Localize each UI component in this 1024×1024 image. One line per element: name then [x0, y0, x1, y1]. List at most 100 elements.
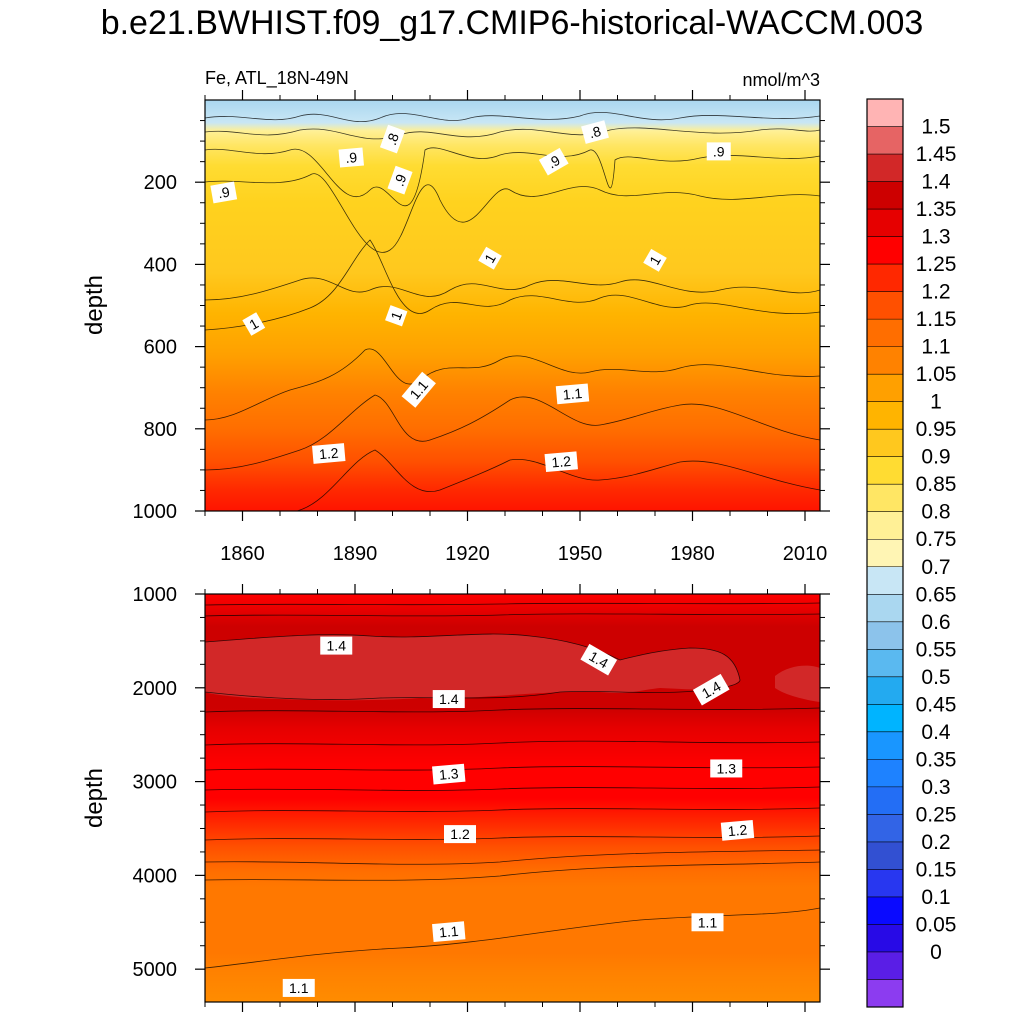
contour-label: 1.4 [320, 636, 353, 655]
colorbar-frame [866, 98, 904, 1008]
colorbar-level-label: 1.5 [921, 116, 950, 139]
x-tick-label: 1890 [333, 543, 378, 565]
colorbar-swatch [867, 979, 903, 1008]
chart-title: b.e21.BWHIST.f09_g17.CMIP6-historical-WA… [100, 4, 924, 42]
contour-label: 1 [242, 312, 266, 336]
contour-label-box [580, 643, 618, 676]
contour-label-box [387, 165, 413, 195]
colorbar-level-label: 1.45 [916, 143, 957, 166]
contour-label-box [544, 451, 578, 473]
colorbar-level-label: 0.75 [916, 528, 957, 551]
colorbar-level-label: 0.2 [921, 831, 950, 854]
contour-label: .8 [379, 124, 406, 154]
contour-label: 1.3 [710, 759, 743, 778]
colorbar-swatch [867, 566, 903, 595]
colorbar-swatch [867, 814, 903, 843]
colorbar-level-label: 1.05 [916, 363, 957, 386]
colorbar-swatch [867, 429, 903, 458]
colorbar-swatch [867, 676, 903, 705]
contour-label-box [385, 305, 408, 327]
contour-label-box [444, 825, 476, 844]
contour-label-box [379, 124, 406, 154]
colorbar-swatch [867, 539, 903, 568]
contour-label-box [432, 763, 466, 785]
colorbar-swatch [867, 346, 903, 375]
colorbar-swatch [867, 264, 903, 293]
contour-label: 1.3 [432, 763, 466, 785]
colorbar-swatch [867, 869, 903, 898]
lower-y-axis: 1000 2000 3000 4000 5000 [133, 584, 830, 981]
upper-contour-lines [205, 112, 820, 511]
lower-contour-lines [205, 602, 820, 969]
contour-label-box [432, 690, 465, 709]
contour-label-text: .9 [390, 172, 409, 189]
y-tick-label: 600 [144, 337, 177, 359]
lower-contour-labels: 1.4 1.4 1.4 1.4 1.3 1.3 1.2 1.2 1.1 1.1 1.1 [282, 636, 755, 997]
upper-plot-background [205, 100, 820, 511]
contour-label: .9 [538, 147, 569, 176]
contour-label-box [581, 120, 609, 144]
colorbar-swatch [867, 759, 903, 788]
colorbar-level-label: 0.6 [921, 611, 950, 634]
colorbar-swatch [867, 786, 903, 815]
contour-label-box [401, 371, 436, 408]
contour-label-box [538, 147, 569, 176]
colorbar-level-label: 0.1 [921, 886, 950, 909]
colorbar-level-label: 0.9 [921, 446, 950, 469]
contour-label-box [210, 181, 238, 204]
contour-label: 1.2 [544, 451, 578, 473]
colorbar-level-label: 0.55 [916, 638, 957, 661]
contour-label: 1.1 [555, 383, 590, 405]
x-tick-label: 1860 [220, 543, 265, 565]
colorbar-level-label: 0.3 [921, 776, 950, 799]
lower-plot-frame [204, 593, 821, 1003]
contour-label: .9 [706, 142, 731, 161]
colorbar-swatch [867, 484, 903, 513]
colorbar-level-label: 0.7 [921, 556, 950, 579]
contour-label-text: .8 [587, 123, 603, 142]
contour-label-text: 1.1 [698, 914, 718, 930]
contour-label-text: 1.1 [289, 980, 309, 996]
y-tick-label: 5000 [133, 959, 178, 981]
upper-variable-label: Fe, ATL_18N-49N [205, 68, 349, 89]
colorbar-swatch [867, 649, 903, 678]
colorbar-level-label: 0.35 [916, 748, 957, 771]
contour-label-text: 1.3 [717, 760, 737, 776]
colorbar-swatch [867, 511, 903, 540]
upper-panel: 200 400 600 800 1000 1860 1890 1920 1950 1980 201… [81, 68, 830, 565]
contour-label-text: .9 [713, 143, 725, 159]
colorbar-level-label: 0.15 [916, 858, 957, 881]
colorbar-swatch [867, 154, 903, 183]
contour-label: 1.4 [692, 673, 730, 706]
colorbar-swatch [867, 181, 903, 210]
colorbar-swatch [867, 209, 903, 238]
colorbar-level-label: 0.65 [916, 583, 957, 606]
y-tick-label: 200 [144, 172, 177, 194]
x-tick-label: 1980 [670, 543, 715, 565]
colorbar-level-label: 1.2 [921, 281, 950, 304]
y-tick-label: 2000 [133, 678, 178, 700]
contour-label-box [692, 673, 730, 706]
colorbar-level-label: 0.95 [916, 418, 957, 441]
colorbar-level-label: 0.5 [921, 666, 950, 689]
contour-label-text: 1.4 [327, 638, 347, 654]
colorbar-level-label: 1.35 [916, 198, 957, 221]
y-tick-label: 4000 [133, 865, 178, 887]
contour-label-box [338, 147, 364, 168]
colorbar-level-label: 0.85 [916, 473, 957, 496]
contour-label: 1.2 [312, 443, 346, 464]
colorbar-level-label: 0.45 [916, 693, 957, 716]
contour-label: 1.1 [432, 921, 466, 943]
contour-label-box [242, 312, 266, 336]
contour-label: .9 [210, 181, 238, 204]
contour-label-text: .9 [217, 184, 231, 202]
colorbar-swatch [867, 621, 903, 650]
upper-y-axis: 200 400 600 800 1000 [133, 120, 830, 523]
contour-label-text: 1.1 [438, 923, 459, 941]
y-tick-label: 1000 [133, 501, 178, 523]
x-tick-label: 1920 [445, 543, 490, 565]
colorbar-swatch [867, 841, 903, 870]
contour-label: 1 [643, 248, 667, 272]
contour-label-text: .8 [383, 131, 402, 148]
